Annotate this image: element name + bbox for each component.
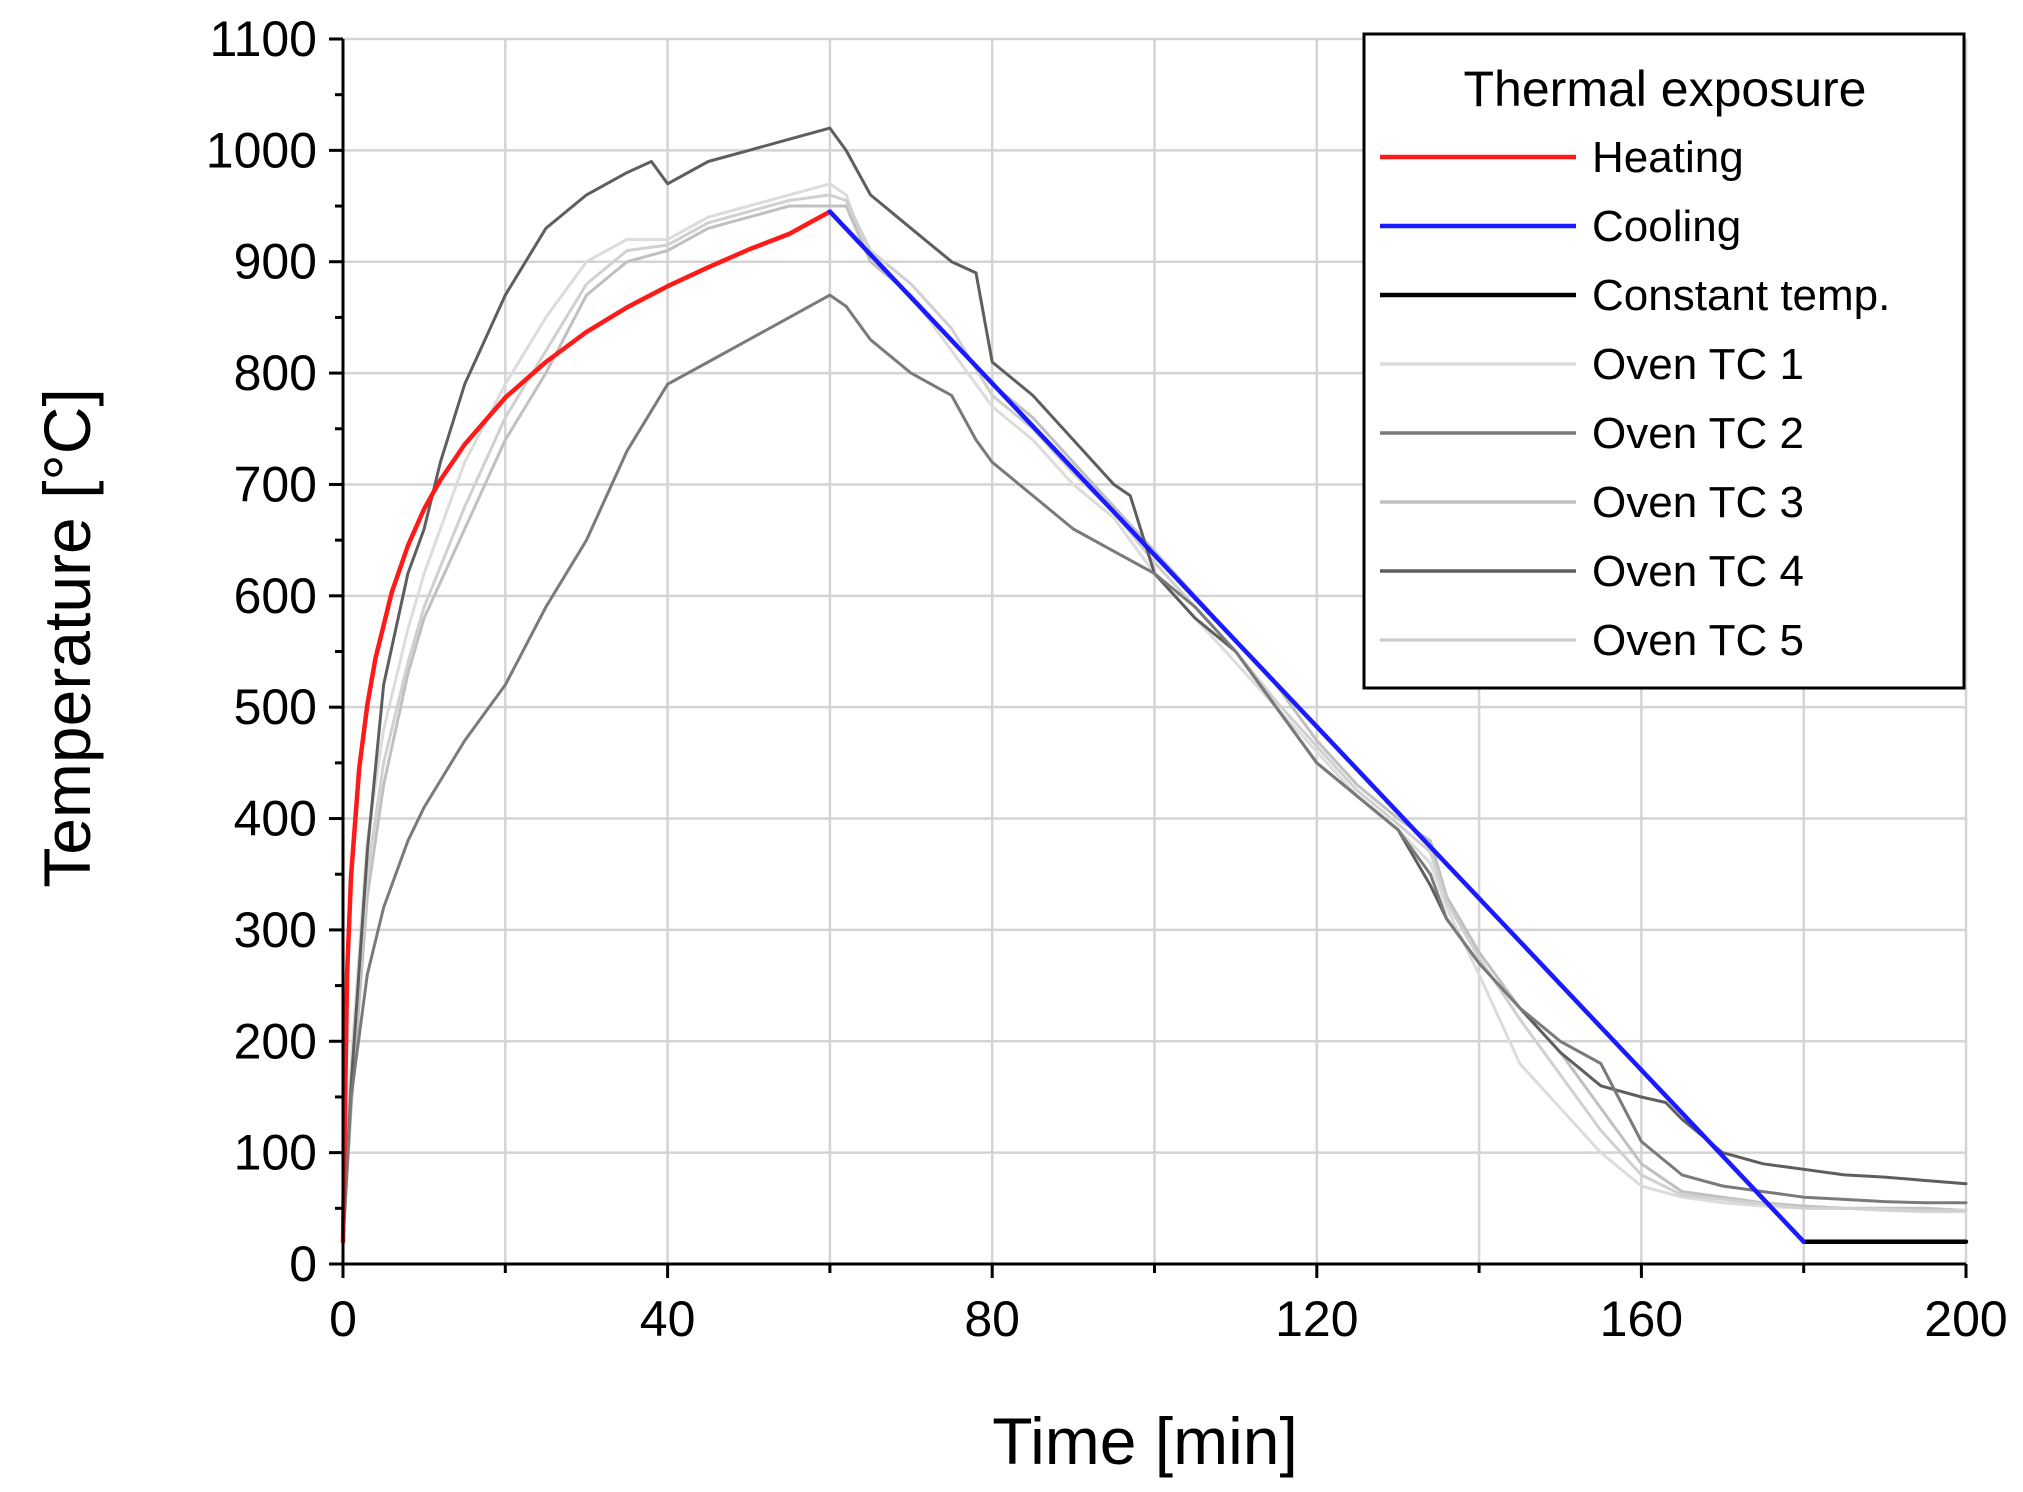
y-tick-label: 200 [234,1013,317,1069]
legend-label-cooling: Cooling [1592,202,1741,251]
legend-label-oven-tc-1: Oven TC 1 [1592,340,1804,389]
y-tick-label: 900 [234,234,317,290]
grid [343,37,1968,1264]
y-tick-label: 1000 [206,122,317,178]
y-tick-label: 0 [289,1236,317,1292]
y-tick-label: 300 [234,902,317,958]
x-tick-label: 0 [329,1291,357,1347]
y-axis-title: Temperature [°C] [30,388,104,888]
legend-label-oven-tc-2: Oven TC 2 [1592,409,1804,458]
y-tick-label: 400 [234,791,317,847]
series-line-heating [340,209,833,1244]
y-tick-label: 100 [234,1125,317,1181]
legend-label-constant-temp: Constant temp. [1592,271,1890,320]
y-tick-label: 800 [234,345,317,401]
x-tick-label: 40 [640,1291,696,1347]
series-line-oven-tc-4 [341,126,1968,1244]
y-tick-label: 1100 [209,11,317,67]
x-tick-label: 160 [1600,1291,1683,1347]
legend-label-heating: Heating [1592,133,1744,182]
series-line-oven-tc-3 [341,204,1968,1244]
legend-title: Thermal exposure [1464,61,1867,117]
y-tick-label: 600 [234,568,317,624]
legend-entries: Heating Cooling Constant temp. Oven TC 1 Ove… [1380,133,1890,665]
legend-label-oven-tc-3: Oven TC 3 [1592,478,1804,527]
x-tick-label: 80 [964,1291,1020,1347]
series-line-cooling [827,209,1806,1244]
series-layer [340,126,1969,1244]
y-tick-label: 500 [234,679,317,735]
legend: Thermal exposure Heating Cooling Constant … [1362,32,1966,690]
ticks [329,37,1968,1278]
legend-label-oven-tc-5: Oven TC 5 [1592,616,1804,665]
tick-labels: 0 40 80 120 160 200 0 100 200 300 400 500 600 700 800 9… [206,11,2008,1347]
x-axis-title: Time [min] [992,1404,1298,1478]
x-tick-label: 200 [1924,1291,2007,1347]
series-line-oven-tc-1 [341,182,1968,1244]
legend-box [1362,32,1966,690]
series-line-oven-tc-2 [341,293,1968,1244]
legend-label-oven-tc-4: Oven TC 4 [1592,547,1804,596]
x-tick-label: 120 [1275,1291,1358,1347]
y-tick-label: 700 [234,456,317,512]
